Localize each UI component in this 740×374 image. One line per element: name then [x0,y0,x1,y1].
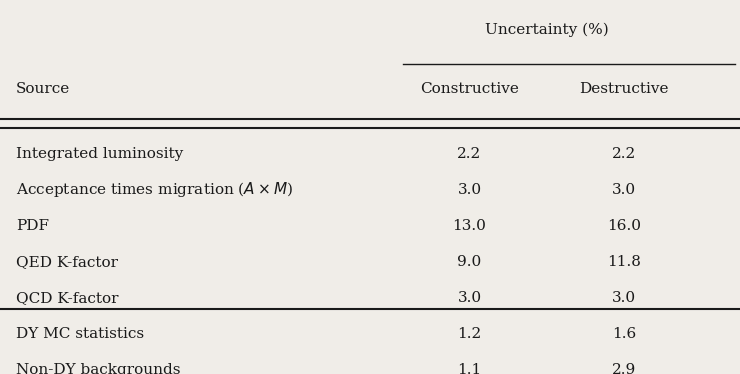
Text: 3.0: 3.0 [612,183,636,197]
Text: 2.2: 2.2 [457,147,482,160]
Text: 3.0: 3.0 [612,291,636,305]
Text: PDF: PDF [16,219,49,233]
Text: Constructive: Constructive [420,82,519,96]
Text: Uncertainty (%): Uncertainty (%) [485,22,609,37]
Text: 3.0: 3.0 [457,291,482,305]
Text: 11.8: 11.8 [608,255,642,269]
Text: Destructive: Destructive [579,82,669,96]
Text: Source: Source [16,82,70,96]
Text: 1.2: 1.2 [457,327,482,341]
Text: 13.0: 13.0 [453,219,486,233]
Text: 1.6: 1.6 [612,327,636,341]
Text: 2.9: 2.9 [612,363,636,374]
Text: Non-DY backgrounds: Non-DY backgrounds [16,363,181,374]
Text: DY MC statistics: DY MC statistics [16,327,144,341]
Text: Integrated luminosity: Integrated luminosity [16,147,184,160]
Text: 1.1: 1.1 [457,363,482,374]
Text: 9.0: 9.0 [457,255,482,269]
Text: 16.0: 16.0 [608,219,642,233]
Text: Acceptance times migration ($A \times M$): Acceptance times migration ($A \times M$… [16,180,293,199]
Text: QCD K-factor: QCD K-factor [16,291,118,305]
Text: QED K-factor: QED K-factor [16,255,118,269]
Text: 3.0: 3.0 [457,183,482,197]
Text: 2.2: 2.2 [612,147,636,160]
